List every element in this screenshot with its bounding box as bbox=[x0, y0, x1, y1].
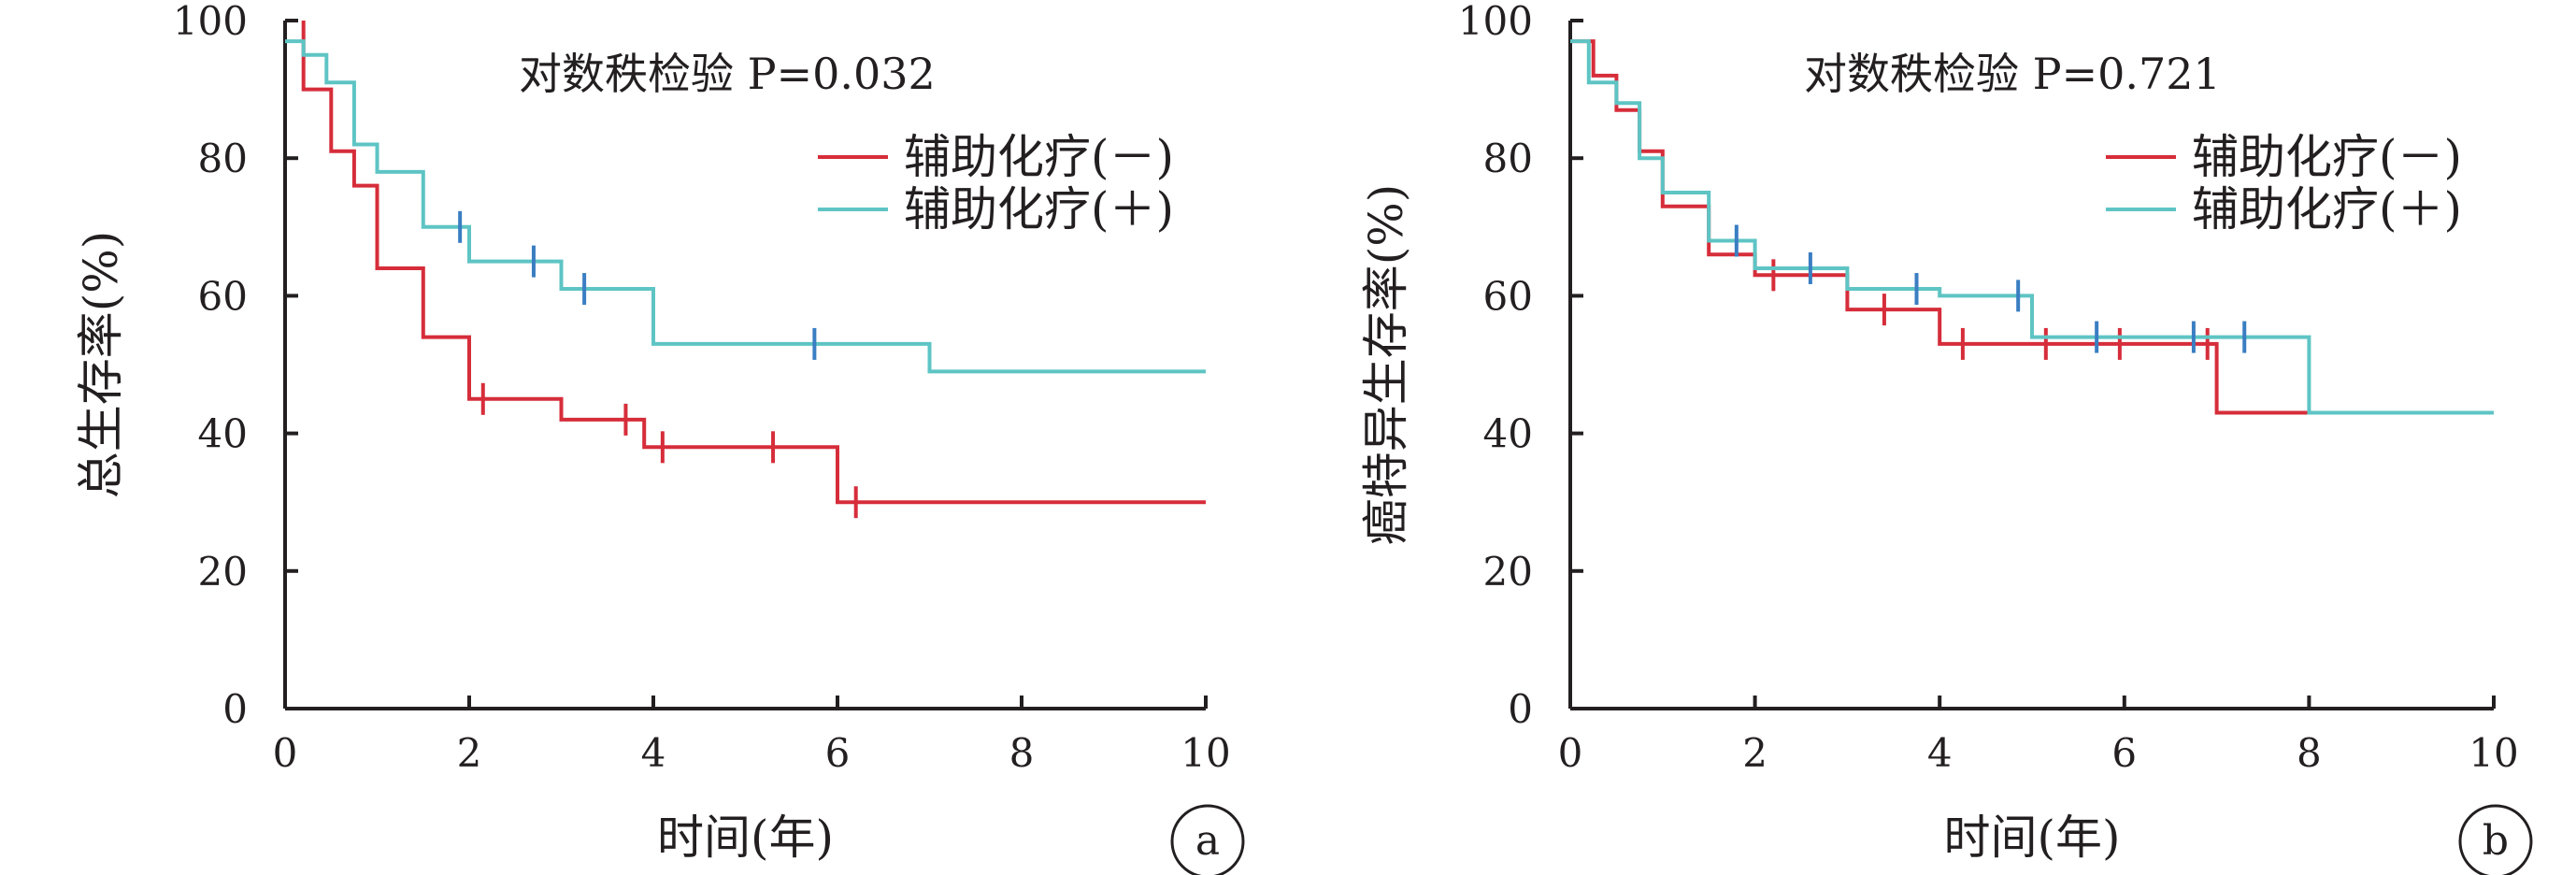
x-axis-title: 时间(年) bbox=[657, 810, 834, 865]
x-tick-label: 2 bbox=[457, 730, 482, 776]
y-tick-label: 80 bbox=[1483, 136, 1533, 181]
x-tick-label: 0 bbox=[273, 730, 298, 776]
panel-b: 0 20 40 60 80 100 0 2 4 6 8 10 时间(年) 癌特异生存率(%) 对数秩检验 P… bbox=[1359, 0, 2533, 875]
panel-label-circle bbox=[1170, 804, 1245, 875]
y-tick-label: 40 bbox=[198, 411, 248, 457]
legend-label: 辅助化疗(－) bbox=[2192, 130, 2462, 184]
panel-label: a bbox=[1195, 817, 1220, 865]
y-tick-label: 60 bbox=[1483, 273, 1533, 319]
y-tick-label: 0 bbox=[222, 686, 248, 732]
x-axis-title: 时间(年) bbox=[1943, 810, 2120, 865]
x-tick-label: 8 bbox=[2297, 730, 2322, 776]
y-tick-label: 20 bbox=[198, 549, 248, 595]
x-tick-label: 0 bbox=[1558, 730, 1583, 776]
y-axis-title: 总生存率(%) bbox=[74, 231, 128, 499]
x-tick-label: 6 bbox=[2111, 730, 2137, 776]
y-axis-title: 癌特异生存率(%) bbox=[1359, 184, 1413, 546]
survival-curve-chemo bbox=[285, 39, 1206, 374]
logrank-annotation: 对数秩检验 P=0.032 bbox=[519, 49, 936, 99]
legend-label: 辅助化疗(＋) bbox=[2192, 182, 2462, 237]
y-tick-label: 80 bbox=[198, 136, 248, 181]
y-tick-label: 100 bbox=[173, 0, 248, 44]
y-tick-label: 40 bbox=[1483, 411, 1533, 457]
panel-a: 0 20 40 60 80 100 0 2 4 6 8 10 时间(年) 总生存率(%) 对数秩检验 P=0… bbox=[74, 0, 1245, 875]
x-tick-label: 2 bbox=[1742, 730, 1767, 776]
x-tick-label: 6 bbox=[825, 730, 851, 776]
panel-label-circle bbox=[2458, 804, 2533, 875]
x-tick-label: 4 bbox=[641, 730, 666, 776]
logrank-annotation: 对数秩检验 P=0.721 bbox=[1804, 49, 2221, 99]
survival-curve-no-chemo bbox=[301, 21, 1206, 505]
y-tick-label: 0 bbox=[1508, 686, 1533, 732]
panel-label: b bbox=[2483, 817, 2509, 865]
y-tick-label: 100 bbox=[1458, 0, 1533, 44]
y-tick-label: 20 bbox=[1483, 549, 1533, 595]
legend-label: 辅助化疗(＋) bbox=[904, 182, 1174, 237]
x-tick-label: 10 bbox=[2469, 730, 2518, 776]
y-tick-label: 60 bbox=[198, 273, 248, 319]
survival-curve-chemo bbox=[1570, 39, 2494, 415]
x-tick-label: 8 bbox=[1009, 730, 1035, 776]
legend-label: 辅助化疗(－) bbox=[904, 130, 1174, 184]
x-tick-label: 10 bbox=[1181, 730, 1230, 776]
x-tick-label: 4 bbox=[1927, 730, 1953, 776]
